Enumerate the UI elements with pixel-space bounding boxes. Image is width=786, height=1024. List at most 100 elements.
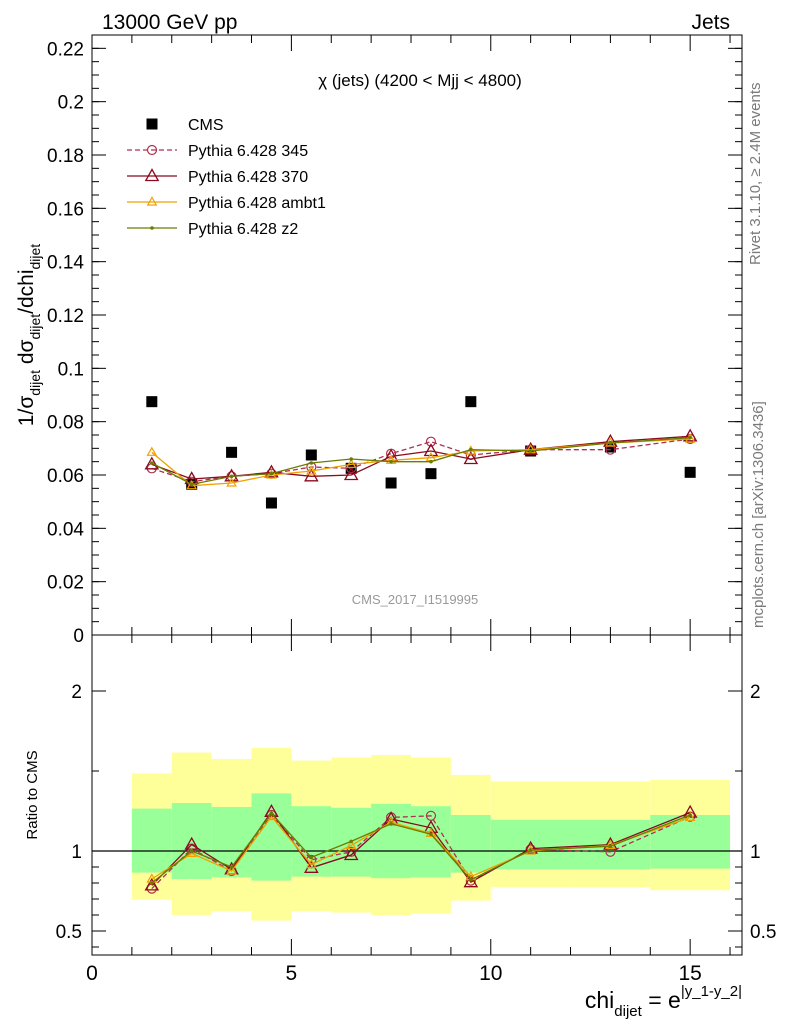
ratio-point (389, 822, 393, 826)
uncertainty-band-inner (411, 806, 451, 878)
legend-marker (144, 168, 160, 182)
rivet-label: Rivet 3.1.10, ≥ 2.4M events (747, 83, 764, 266)
ratio-point (345, 839, 357, 849)
ratio-y-tick-label: 1 (71, 842, 82, 863)
ratio-point (150, 881, 154, 885)
uncertainty-band-inner (131, 808, 172, 873)
data-point (604, 441, 616, 453)
y-tick-label: 0.06 (47, 466, 84, 487)
y-tick-label: 0.16 (47, 199, 84, 220)
header-left: 13000 GeV pp (102, 11, 237, 34)
ratio-y-tick-label-right: 2 (750, 682, 761, 703)
y-tick-label: 0.08 (47, 413, 84, 434)
x-tick-label: 0 (86, 962, 98, 985)
ratio-point (429, 832, 433, 836)
data-point (605, 444, 616, 455)
ratio-point (469, 878, 473, 882)
data-point (224, 468, 239, 482)
analysis-watermark: CMS_2017_I1519995 (352, 592, 479, 607)
data-point (429, 459, 433, 464)
data-point (523, 441, 538, 455)
y-tick-label: 0.1 (58, 359, 84, 380)
ratio-y-label: Ratio to CMS (24, 750, 41, 839)
ratio-y-tick-label: 0.5 (56, 922, 82, 943)
legend-label: Pythia 6.428 z2 (188, 221, 298, 238)
data-point (264, 464, 279, 478)
ratio-point (343, 847, 359, 861)
data-point (684, 466, 696, 478)
plot-title: χ (jets) (4200 < Mjj < 4800) (318, 71, 522, 90)
data-point (146, 396, 158, 408)
y-tick-label: 0.14 (47, 253, 84, 274)
ratio-point (189, 849, 194, 853)
data-point (305, 449, 317, 461)
y-axis-label: 1/σdijet dσdijet/dchidijet (15, 244, 43, 426)
x-tick-label: 10 (479, 962, 502, 985)
ratio-y-tick-label-right: 0.5 (750, 922, 776, 943)
legend-marker (146, 118, 158, 130)
ratio-point (688, 813, 692, 817)
legend-marker (150, 226, 154, 230)
data-point (265, 497, 277, 509)
ratio-point (603, 836, 618, 850)
data-point (345, 458, 357, 468)
ratio-point (605, 839, 616, 849)
data-point (226, 477, 237, 487)
ratio-point (304, 859, 319, 873)
uncertainty-band-inner (371, 803, 412, 879)
y-tick-label: 0 (73, 626, 84, 647)
data-point (343, 467, 359, 481)
data-point (226, 446, 238, 458)
ratio-frame (91, 634, 743, 956)
y-tick-label: 0.04 (47, 519, 84, 540)
legend-label: CMS (188, 117, 224, 134)
ratio-series-pythia-6-428-370 (144, 803, 698, 891)
mcplots-label: mcplots.cern.ch [arXiv:1306.3436] (750, 401, 767, 628)
data-point (385, 477, 397, 489)
series-pythia-6-428-z2 (150, 435, 692, 487)
ratio-point (684, 811, 696, 821)
ratio-point (349, 839, 354, 844)
ratio-point (226, 865, 237, 875)
series-line-pythia-6-428-z2 (151, 437, 691, 486)
data-point (349, 457, 354, 461)
data-point (682, 428, 698, 442)
data-point (269, 471, 274, 476)
legend-marker (146, 196, 158, 206)
data-point (229, 474, 234, 479)
x-tick-label: 15 (678, 962, 701, 985)
data-point (309, 461, 314, 465)
data-point (425, 436, 437, 447)
y-tick-label: 0.18 (47, 146, 84, 167)
data-point (304, 468, 319, 482)
ratio-point (269, 811, 274, 816)
ratio-line-pythia-6-428-370 (151, 810, 691, 886)
ratio-y-tick-label-right: 1 (750, 842, 761, 863)
ratio-point (682, 804, 698, 818)
data-point (465, 396, 477, 408)
y-tick-label: 0.12 (47, 306, 84, 327)
ratio-point (229, 865, 234, 869)
ratio-point (423, 819, 439, 833)
y-tick-label: 0.2 (58, 93, 84, 114)
data-point (425, 468, 437, 480)
legend-label: Pythia 6.428 345 (188, 143, 308, 160)
y-tick-label: 0.02 (47, 573, 84, 594)
data-point (528, 449, 533, 453)
data-point (150, 461, 154, 465)
ratio-panel: 0.5 0.5 1 1 2 2 0 5 10 15 Ratio to CMS chidijet =… (24, 634, 776, 1020)
ratio-point (425, 827, 437, 837)
ratio-line-pythia-6-428-z2 (151, 812, 691, 884)
data-point (423, 443, 439, 457)
data-point (688, 435, 692, 440)
data-point (189, 482, 194, 487)
ratio-y-tick-label: 2 (71, 682, 82, 703)
data-point (146, 446, 158, 456)
legend-marker (146, 144, 158, 156)
legend: CMS Pythia 6.428 345 Pythia 6.428 370 Pythi… (127, 117, 326, 238)
header-right: Jets (691, 11, 730, 34)
legend-label: Pythia 6.428 ambt1 (188, 195, 326, 212)
uncertainty-band-inner (171, 803, 212, 879)
data-point (144, 456, 160, 470)
